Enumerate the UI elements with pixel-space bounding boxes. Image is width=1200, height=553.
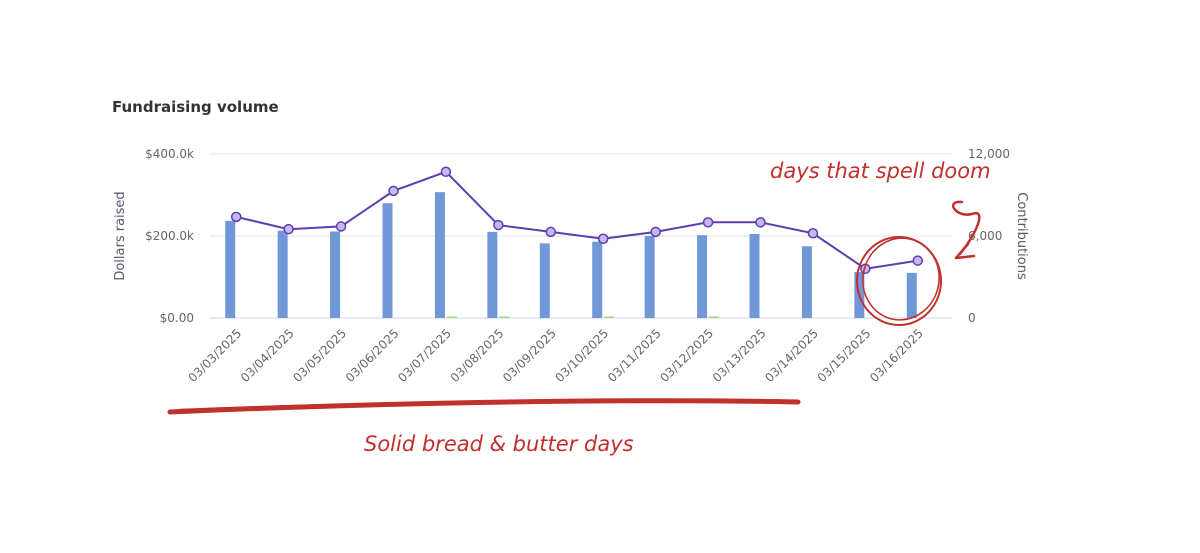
bar bbox=[749, 233, 760, 318]
x-tick-label: 03/09/2025 bbox=[500, 326, 559, 385]
x-tick-label: 03/06/2025 bbox=[343, 326, 402, 385]
line-series-points bbox=[230, 166, 924, 275]
bar bbox=[330, 231, 341, 318]
y-tick-label: $0.00 bbox=[160, 311, 194, 325]
line-point bbox=[702, 217, 714, 228]
bar bbox=[434, 192, 445, 318]
line-point bbox=[755, 217, 766, 228]
y-axis-left-ticks: $0.00 $200.0k $400.0k bbox=[145, 147, 194, 325]
bar bbox=[487, 231, 498, 318]
chart-title: Fundraising volume bbox=[112, 98, 279, 116]
x-tick-label: 03/07/2025 bbox=[395, 326, 454, 385]
line-point bbox=[597, 233, 609, 244]
bar bbox=[906, 272, 917, 318]
bar-series bbox=[225, 192, 917, 318]
y-right-tick-label: 6,000 bbox=[968, 229, 1002, 243]
y-axis-left-label: Dollars raised bbox=[113, 191, 128, 280]
annotation-doom: days that spell doom bbox=[770, 159, 991, 326]
bar-secondary bbox=[499, 316, 510, 318]
bar-secondary bbox=[709, 316, 720, 318]
x-tick-label: 03/13/2025 bbox=[710, 326, 769, 385]
x-tick-label: 03/03/2025 bbox=[186, 326, 245, 385]
line-point bbox=[335, 221, 347, 232]
line-point bbox=[545, 226, 557, 238]
y-tick-label: $200.0k bbox=[145, 229, 194, 243]
x-axis-ticks: 03/03/202503/04/202503/05/202503/06/2025… bbox=[186, 326, 926, 385]
line-point bbox=[807, 228, 819, 239]
line-point bbox=[388, 185, 399, 197]
bar-series-secondary bbox=[446, 316, 720, 318]
bar bbox=[539, 243, 550, 318]
x-tick-label: 03/04/2025 bbox=[238, 326, 297, 385]
line-point bbox=[283, 223, 294, 235]
x-tick-label: 03/16/2025 bbox=[867, 326, 926, 385]
y-axis-right-ticks: 0 6,000 12,000 bbox=[968, 147, 1010, 325]
bar bbox=[697, 235, 708, 318]
y-axis-right-label: Contributions bbox=[1014, 192, 1029, 280]
annotation-circle-2 bbox=[862, 237, 940, 321]
annotation-bread-butter-text: Solid bread & butter days bbox=[364, 432, 634, 456]
x-tick-label: 03/14/2025 bbox=[762, 326, 821, 385]
bar bbox=[277, 230, 288, 318]
line-point bbox=[650, 226, 661, 238]
x-tick-label: 03/15/2025 bbox=[815, 326, 874, 385]
bar-secondary bbox=[446, 316, 457, 318]
bar bbox=[801, 246, 812, 318]
bar bbox=[592, 241, 603, 318]
y-right-tick-label: 12,000 bbox=[968, 147, 1010, 161]
x-tick-label: 03/11/2025 bbox=[605, 326, 664, 385]
annotation-bread-butter: Solid bread & butter days bbox=[167, 398, 801, 456]
bar bbox=[382, 203, 393, 318]
bar bbox=[644, 236, 655, 318]
y-right-tick-label: 0 bbox=[968, 311, 976, 325]
x-tick-label: 03/08/2025 bbox=[448, 326, 507, 385]
line-point bbox=[230, 211, 242, 223]
bar-secondary bbox=[604, 316, 615, 318]
line-series bbox=[235, 170, 918, 270]
annotation-underline-2 bbox=[178, 399, 792, 412]
annotation-arrowhead bbox=[954, 242, 976, 260]
line-point bbox=[912, 255, 924, 266]
line-point bbox=[440, 166, 452, 178]
x-tick-label: 03/10/2025 bbox=[553, 326, 612, 385]
x-tick-label: 03/05/2025 bbox=[290, 326, 349, 385]
y-tick-label: $400.0k bbox=[145, 147, 194, 161]
x-tick-label: 03/12/2025 bbox=[657, 326, 716, 385]
annotation-arrow bbox=[951, 200, 981, 256]
annotation-doom-text: days that spell doom bbox=[770, 159, 991, 183]
annotation-circle bbox=[856, 236, 942, 326]
bar bbox=[225, 220, 236, 318]
line-point bbox=[493, 219, 504, 231]
